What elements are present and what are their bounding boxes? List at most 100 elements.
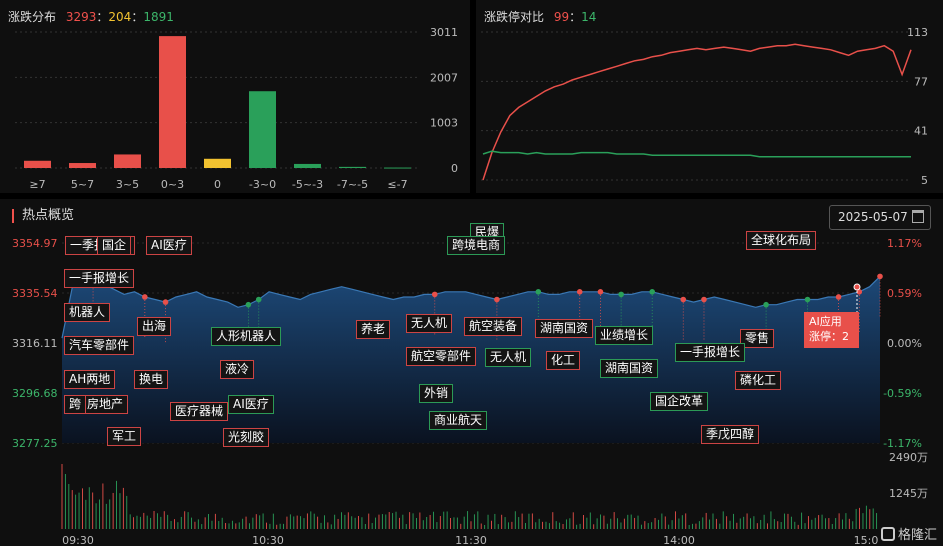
time-tick-label: 15:0 xyxy=(854,534,879,546)
event-dot xyxy=(494,296,500,303)
hot-tag[interactable]: 国企改革 xyxy=(650,392,709,411)
hot-tag[interactable]: 人形机器人 xyxy=(211,327,282,346)
hot-tag[interactable]: 出海 xyxy=(137,317,172,336)
x-tick-label: -5~-3 xyxy=(292,178,323,191)
hot-tag[interactable]: 无人机 xyxy=(485,348,532,367)
event-dot xyxy=(255,296,262,303)
y-tick-label: 2007 xyxy=(430,71,458,84)
hot-tag[interactable]: 养老 xyxy=(356,320,391,339)
pct-tick-label: 1.17% xyxy=(887,237,922,250)
hot-tag[interactable]: 军工 xyxy=(107,427,142,446)
hot-tag[interactable]: 外销 xyxy=(419,384,454,403)
limit-panel: 涨跌停对比 99：14 113 77 41 5 xyxy=(476,0,943,193)
y-tick-label: 0 xyxy=(451,162,458,175)
hot-tag[interactable]: 房地产 xyxy=(82,395,129,414)
hot-tag[interactable]: 医疗器械 xyxy=(170,402,229,421)
y-tick-label: 113 xyxy=(907,26,928,39)
bar xyxy=(159,36,186,169)
y-tick-label: 41 xyxy=(914,125,928,138)
time-tick-label: 10:30 xyxy=(252,534,284,546)
limit-chart: 113 77 41 5 xyxy=(481,26,928,187)
x-tick-label: 0~3 xyxy=(161,178,184,191)
hot-tag[interactable]: 液冷 xyxy=(220,360,255,379)
distribution-panel: 涨跌分布 3293：204：1891 3011 2007 1003 0 ≥7 5~7 3~5… xyxy=(0,0,470,193)
event-dot xyxy=(701,296,707,303)
event-dot xyxy=(804,296,811,303)
limit-down-count: 14 xyxy=(581,10,597,24)
flat-count: 204 xyxy=(108,10,132,24)
hot-tag[interactable]: 磷化工 xyxy=(735,371,782,390)
hot-tag[interactable]: 机器人 xyxy=(64,303,111,322)
vol-tick-label: 2490万 xyxy=(889,451,928,464)
hot-tag[interactable]: 航空装备 xyxy=(464,317,523,336)
hot-tag[interactable]: 一手报增长 xyxy=(64,269,135,288)
bar xyxy=(69,163,96,168)
popup-line2: 涨停：2 xyxy=(809,330,849,343)
hot-title: 热点概览 xyxy=(12,209,74,223)
calendar-icon[interactable] xyxy=(912,210,924,223)
event-dot xyxy=(162,299,169,305)
date-value: 2025-05-07 xyxy=(838,210,908,224)
pct-tick-label: -0.59% xyxy=(883,387,922,400)
hover-popup: AI应用 涨停：2 xyxy=(804,312,859,348)
x-tick-label: ≥7 xyxy=(29,178,45,191)
x-tick-label: 5~7 xyxy=(71,178,94,191)
pct-tick-label: 0.59% xyxy=(887,287,922,300)
hot-tag[interactable]: AI医疗 xyxy=(228,395,274,414)
bar xyxy=(294,163,321,168)
limit-label: 涨跌停对比 xyxy=(484,10,545,24)
watermark-text: 格隆汇 xyxy=(897,528,937,543)
watermark: 格隆汇 xyxy=(880,524,937,543)
series-line xyxy=(482,43,912,181)
distribution-label: 涨跌分布 xyxy=(8,10,57,24)
hot-tag[interactable]: AI医疗 xyxy=(146,236,192,255)
y-tick-label: 3011 xyxy=(430,26,458,39)
limit-title: 涨跌停对比 99：14 xyxy=(484,8,596,25)
price-tick-label: 3354.97 xyxy=(12,237,58,250)
hot-tag[interactable]: 全球化布局 xyxy=(746,231,817,250)
event-dot xyxy=(142,294,148,300)
hot-tag[interactable]: 化工 xyxy=(546,351,581,370)
hot-tag[interactable]: 汽车零部件 xyxy=(64,336,135,355)
hot-tag[interactable]: AH两地 xyxy=(64,370,116,389)
pct-tick-label: 0.00% xyxy=(887,337,922,350)
hot-tag[interactable]: 航空零部件 xyxy=(406,347,477,366)
y-tick-label: 5 xyxy=(921,174,928,187)
hot-tag[interactable]: 跨境电商 xyxy=(447,236,506,255)
separator: ： xyxy=(569,10,582,24)
x-tick-label: 0 xyxy=(214,178,221,191)
price-tick-label: 3277.25 xyxy=(12,437,58,450)
x-tick-label: -3~0 xyxy=(249,178,276,191)
time-tick-label: 09:30 xyxy=(62,534,94,546)
y-tick-label: 77 xyxy=(914,75,928,88)
event-dot xyxy=(835,294,842,300)
hot-tag[interactable]: 一手报增长 xyxy=(675,343,746,362)
price-tick-label: 3316.11 xyxy=(12,337,58,350)
bar xyxy=(204,158,231,168)
x-tick-label: ≤-7 xyxy=(387,178,407,191)
price-tick-label: 3296.68 xyxy=(12,387,58,400)
hot-tag[interactable]: 商业航天 xyxy=(429,411,488,430)
hot-tag[interactable]: 业绩增长 xyxy=(595,326,654,345)
hot-tag[interactable]: 国企 xyxy=(97,236,132,255)
y-tick-label: 1003 xyxy=(430,117,458,130)
hot-tag[interactable]: 湖南国资 xyxy=(600,359,659,378)
hot-tag[interactable]: 季戊四醇 xyxy=(701,425,760,444)
hot-tag[interactable]: 零售 xyxy=(740,329,775,348)
hot-tag[interactable]: 跨 xyxy=(64,395,87,414)
logo-icon xyxy=(880,527,895,541)
hot-tag[interactable]: 光刻胶 xyxy=(223,428,270,447)
distribution-chart: 3011 2007 1003 0 ≥7 5~7 3~5 0~3 0 -3~0 -5~-3 -7~-5 ≤… xyxy=(15,26,458,191)
hot-tag[interactable]: 无人机 xyxy=(406,314,453,333)
price-line xyxy=(61,270,881,339)
distribution-title: 涨跌分布 3293：204：1891 xyxy=(8,8,174,25)
hot-panel: 热点概览 2025-05-07 3354.97 1.17% 3335.54 0.59%… xyxy=(0,199,943,546)
hot-tag[interactable]: 湖南国资 xyxy=(535,319,594,338)
hover-dot xyxy=(853,283,861,291)
bar xyxy=(249,91,276,168)
up-count: 3293 xyxy=(65,10,97,24)
date-picker[interactable]: 2025-05-07 xyxy=(829,205,931,230)
x-tick-label: 3~5 xyxy=(116,178,139,191)
series-line xyxy=(482,150,911,158)
hot-tag[interactable]: 换电 xyxy=(134,370,169,389)
